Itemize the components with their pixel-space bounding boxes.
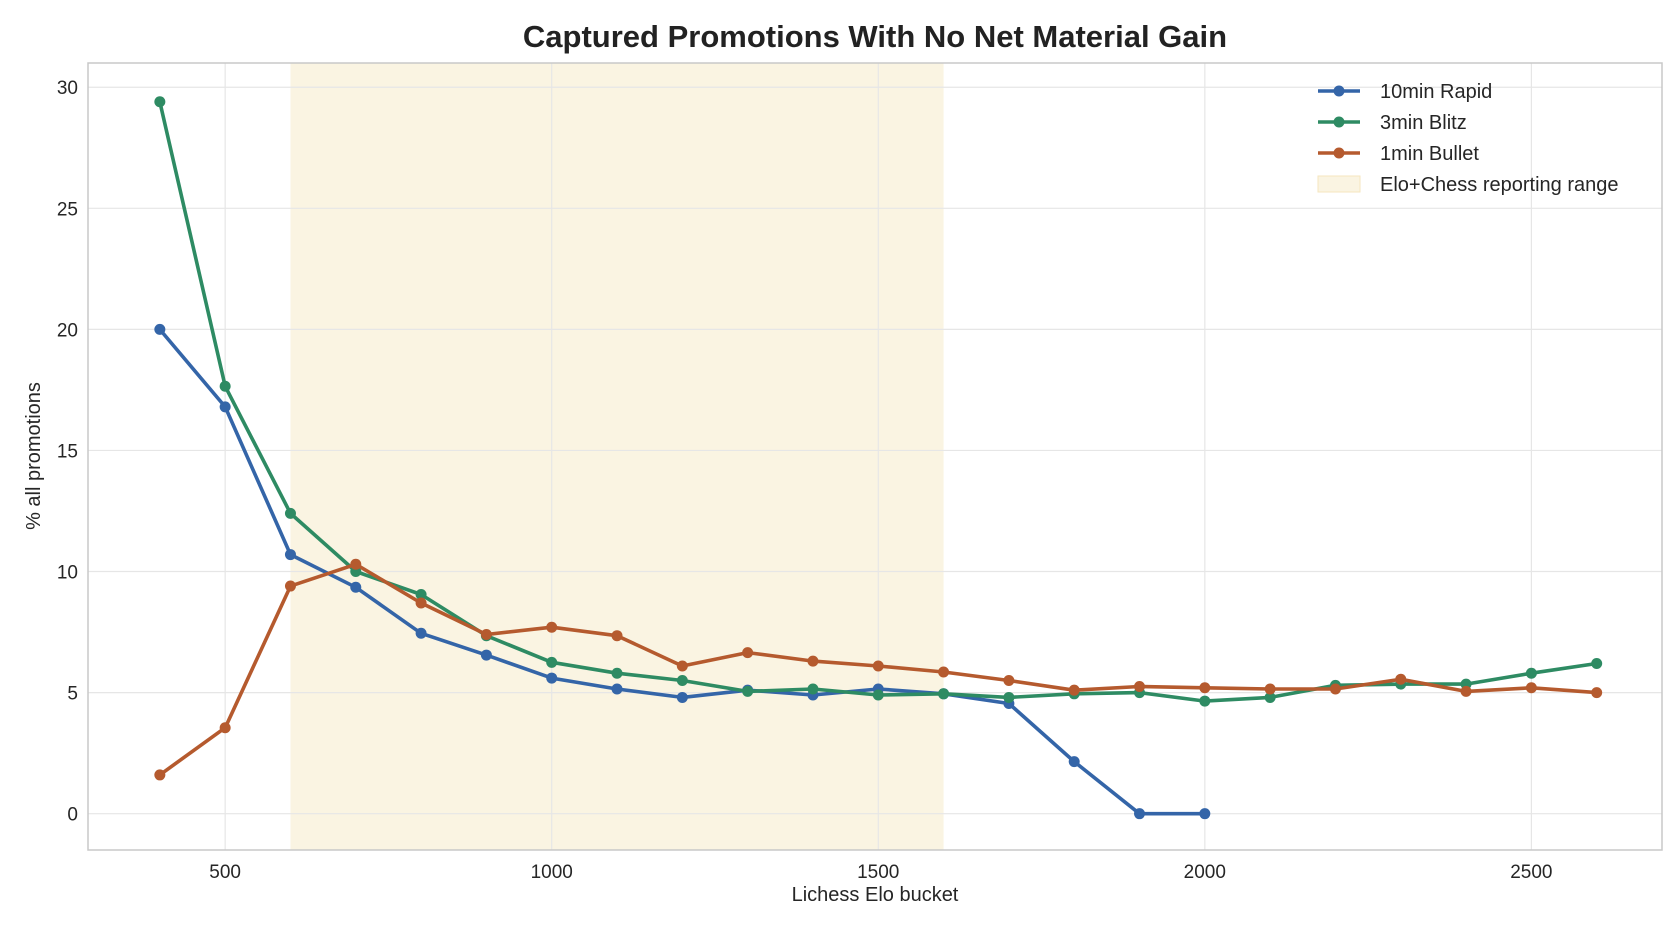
y-axis-label: % all promotions — [23, 382, 45, 530]
data-point — [350, 558, 362, 570]
data-point — [219, 401, 231, 413]
data-point — [938, 688, 950, 700]
series-1min-bullet — [154, 558, 1603, 781]
y-tick-label: 20 — [57, 320, 78, 341]
data-point — [154, 769, 166, 781]
shaded-region-layer — [290, 63, 944, 850]
legend-label: 10min Rapid — [1380, 81, 1492, 103]
data-point — [1199, 695, 1211, 707]
legend-label: 1min Bullet — [1380, 143, 1479, 165]
data-point — [872, 689, 884, 701]
data-point — [676, 674, 688, 686]
data-point — [415, 597, 427, 609]
data-point — [546, 656, 558, 668]
series-layer — [154, 96, 1603, 820]
data-point — [415, 627, 427, 639]
data-point — [1199, 682, 1211, 694]
data-point — [1525, 667, 1537, 679]
data-point — [807, 683, 819, 695]
legend-label: 3min Blitz — [1380, 112, 1467, 134]
data-point — [546, 672, 558, 684]
legend-marker — [1333, 147, 1345, 159]
tick-label-layer: 500 1000 1500 2000 2500 0 5 10 15 20 25 30 — [57, 78, 1553, 883]
x-tick-label: 1500 — [857, 862, 899, 883]
legend-label: Elo+Chess reporting range — [1380, 174, 1618, 196]
x-tick-label: 500 — [209, 862, 241, 883]
y-tick-label: 25 — [57, 199, 78, 220]
data-point — [1591, 658, 1603, 670]
y-tick-label: 0 — [67, 805, 78, 826]
legend-swatch — [1317, 175, 1361, 193]
data-point — [415, 589, 427, 601]
data-point — [480, 628, 492, 640]
data-point — [154, 323, 166, 335]
x-tick-label: 2500 — [1510, 862, 1552, 883]
data-point — [1003, 691, 1015, 703]
chart-title: Captured Promotions With No Net Material… — [523, 19, 1227, 54]
data-point — [611, 667, 623, 679]
data-point — [1395, 673, 1407, 685]
y-tick-label: 15 — [57, 441, 78, 462]
data-point — [1068, 684, 1080, 696]
data-point — [219, 722, 231, 734]
data-point — [938, 666, 950, 678]
data-point — [742, 647, 754, 659]
data-point — [1199, 808, 1211, 820]
data-point — [742, 685, 754, 697]
data-point — [1134, 808, 1146, 820]
y-tick-label: 5 — [67, 684, 78, 705]
data-point — [676, 660, 688, 672]
data-point — [1329, 683, 1341, 695]
data-point — [1134, 681, 1146, 693]
data-point — [1068, 756, 1080, 768]
data-point — [284, 507, 296, 519]
data-point — [1460, 685, 1472, 697]
data-point — [154, 96, 166, 108]
data-point — [1264, 691, 1276, 703]
plot-frame — [87, 62, 1663, 851]
data-point — [1003, 674, 1015, 686]
shaded-region — [290, 63, 944, 850]
data-point — [350, 581, 362, 593]
data-point — [676, 691, 688, 703]
data-point — [807, 655, 819, 667]
data-point — [1591, 687, 1603, 699]
data-point — [1264, 683, 1276, 695]
data-point — [872, 660, 884, 672]
legend-marker — [1333, 116, 1345, 128]
data-point — [219, 380, 231, 392]
data-point — [1525, 682, 1537, 694]
legend-marker — [1333, 85, 1345, 97]
x-axis-label: Lichess Elo bucket — [792, 884, 959, 906]
data-point — [611, 683, 623, 695]
data-point — [284, 580, 296, 592]
data-point — [611, 630, 623, 642]
x-tick-label: 2000 — [1184, 862, 1226, 883]
legend: 10min Rapid 3min Blitz 1min Bullet Elo+Ches… — [1317, 81, 1618, 196]
x-tick-label: 1000 — [531, 862, 573, 883]
y-tick-label: 10 — [57, 563, 78, 584]
data-point — [284, 549, 296, 561]
y-tick-label: 30 — [57, 78, 78, 99]
data-point — [546, 621, 558, 633]
data-point — [480, 649, 492, 661]
